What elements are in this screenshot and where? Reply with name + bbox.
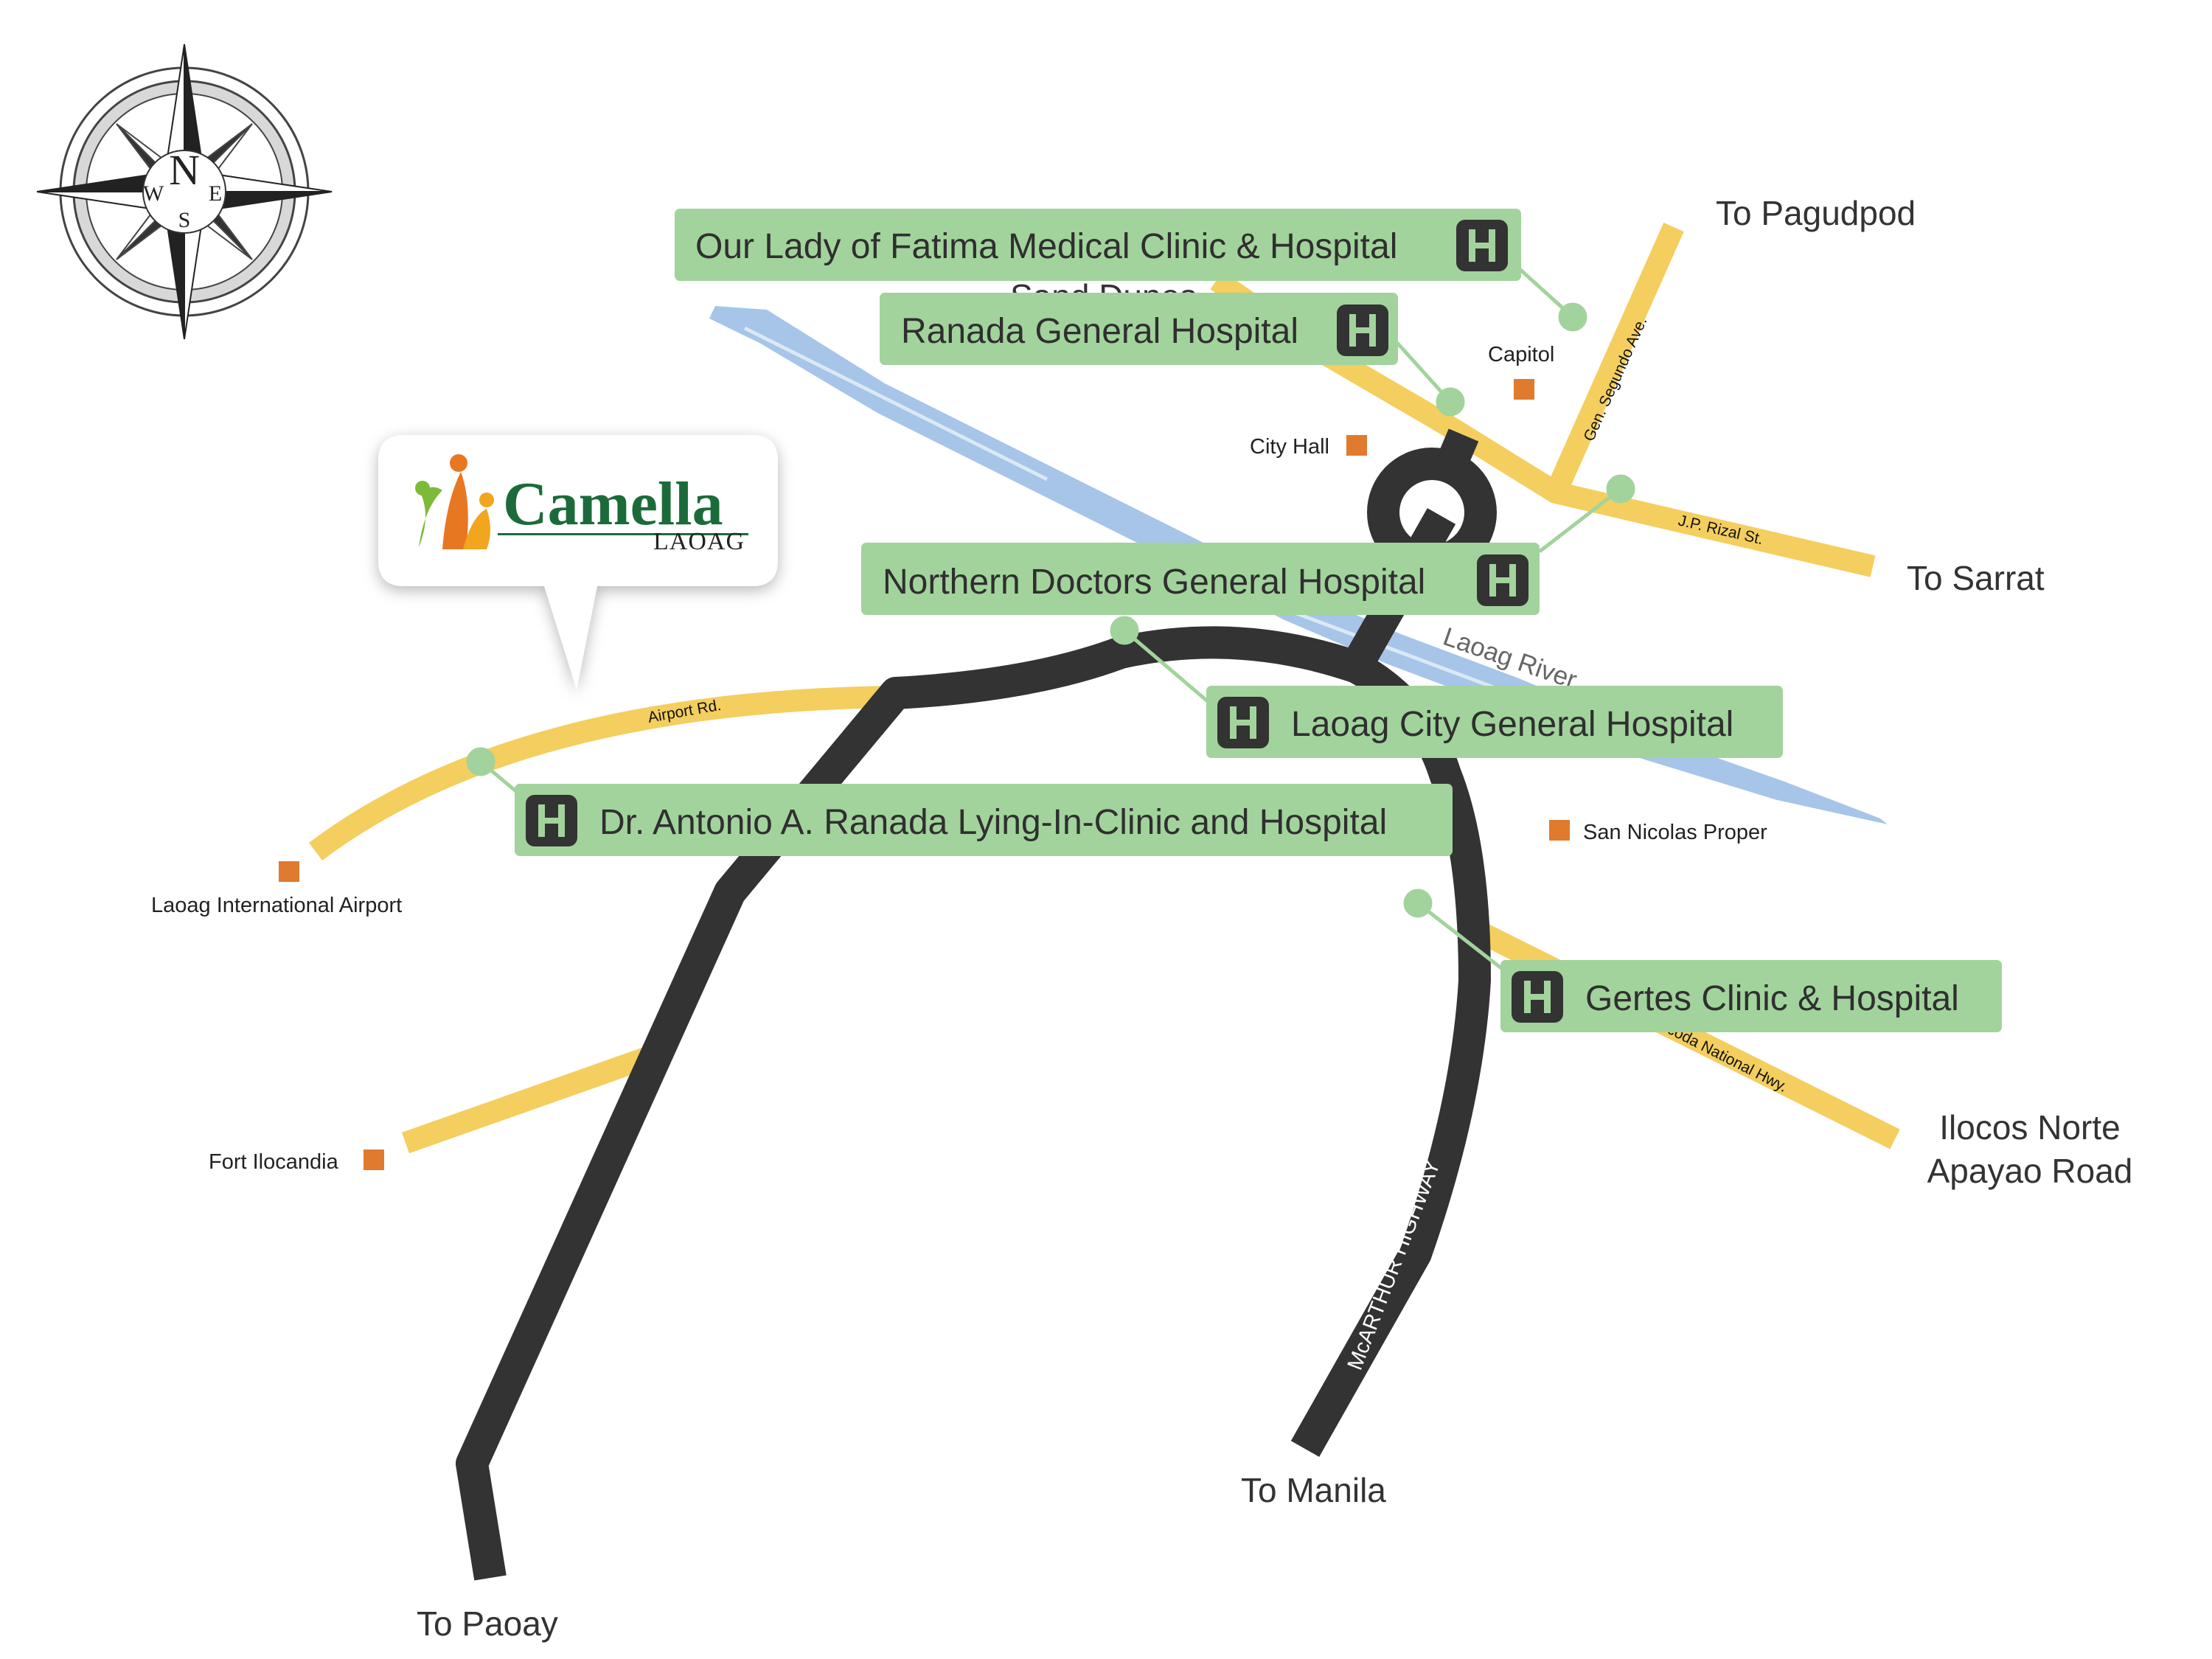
connector-northern [1538,487,1622,553]
pin-laoag-city [1110,616,1139,645]
hospital-icon [1217,697,1269,748]
hospital-fatima[interactable]: Our Lady of Fatima Medical Clinic & Hosp… [675,209,1521,281]
hospital-ranada-lying-in[interactable]: Dr. Antonio A. Ranada Lying-In-Clinic an… [515,784,1453,856]
poi-label-city-hall: City Hall [1250,435,1329,459]
destination-manila: To Manila [1241,1471,1386,1509]
hospital-box [1500,960,2002,1032]
highway-to-paoay [456,626,1491,1581]
hospital-icon [1477,554,1528,606]
capitol-marker [1514,379,1534,400]
city-hall-marker [1346,435,1367,456]
compass-east: E [209,181,222,206]
pin-northern [1606,474,1635,504]
destination-apayao-line2: Apayao Road [1927,1152,2133,1190]
hospital-northern-doctors[interactable]: Northern Doctors General Hospital [861,543,1540,615]
poi-label-airport: Laoag International Airport [151,894,402,917]
hospital-icon [1337,305,1388,356]
highway-label: McARTHUR HIGHWAY [1343,1157,1445,1374]
speech-bubble [378,435,778,689]
hospital-gertes[interactable]: Gertes Clinic & Hospital [1500,960,2002,1032]
hospital-icon [1456,220,1508,271]
hospital-ranada[interactable]: Ranada General Hospital [880,293,1398,365]
pin-ranada [1436,387,1465,417]
hospital-label: Laoag City General Hospital [1291,705,1733,744]
family-figures-logo [415,454,494,549]
poi-label-san-nicolas: San Nicolas Proper [1583,821,1767,844]
hospital-box [515,784,1453,856]
hospital-box [1206,686,1783,758]
hospital-callouts: Our Lady of Fatima Medical Clinic & Hosp… [515,209,2002,1032]
river-shape [709,306,1888,824]
hospital-label: Northern Doctors General Hospital [883,563,1425,602]
destination-pagudpod: To Pagudpod [1716,194,1916,232]
brand-callout: Camella LAOAG [378,435,778,689]
pin-fatima [1558,302,1587,332]
poi-label-fort: Fort Ilocandia [209,1150,339,1174]
fort-road [402,1043,660,1154]
destinations: To Pagudpod To Sarrat To Manila To Paoay… [417,194,2132,1643]
brand-underline [498,533,748,535]
poi-markers: Capitol City Hall San Nicolas Proper Lao… [151,343,1767,1174]
airport-marker [279,861,299,882]
destination-paoay: To Paoay [417,1604,558,1643]
compass-north: N [169,146,200,194]
brand-sub: LAOAG [653,528,745,555]
poi-label-capitol: Capitol [1488,343,1554,366]
hospital-label: Dr. Antonio A. Ranada Lying-In-Clinic an… [599,803,1387,842]
compass-west: W [143,181,164,206]
roundabout-exit [1436,428,1479,471]
compass-rose-icon: N S E W [36,44,333,340]
hospital-icon [1512,971,1563,1023]
airport-road [308,686,900,860]
hospital-label: Gertes Clinic & Hospital [1585,979,1959,1018]
hospital-label: Our Lady of Fatima Medical Clinic & Hosp… [695,227,1397,266]
hospital-icon [526,795,577,846]
road-label-rizal: J.P. Rizal St. [1677,512,1765,548]
hospital-label: Ranada General Hospital [901,312,1298,351]
destination-sarrat: To Sarrat [1907,559,2045,597]
hospital-box [675,209,1521,281]
gen-segundo-ave [1545,222,1684,498]
hospital-laoag-city-general[interactable]: Laoag City General Hospital [1206,686,1783,758]
compass-south: S [178,208,191,232]
pin-gertes [1403,888,1433,918]
fort-marker [364,1150,384,1170]
brand-name: Camella [503,470,723,538]
compass-center [142,150,226,234]
san-nicolas-marker [1549,820,1570,841]
destination-apayao-line1: Ilocos Norte [1939,1108,2120,1147]
hospital-connectors [466,260,1635,975]
hospital-box [880,293,1398,365]
connector-laoag-city [1123,629,1211,704]
hospital-box [861,543,1540,615]
connector-gertes [1416,902,1509,975]
pin-ranada-lying-in [466,747,495,776]
